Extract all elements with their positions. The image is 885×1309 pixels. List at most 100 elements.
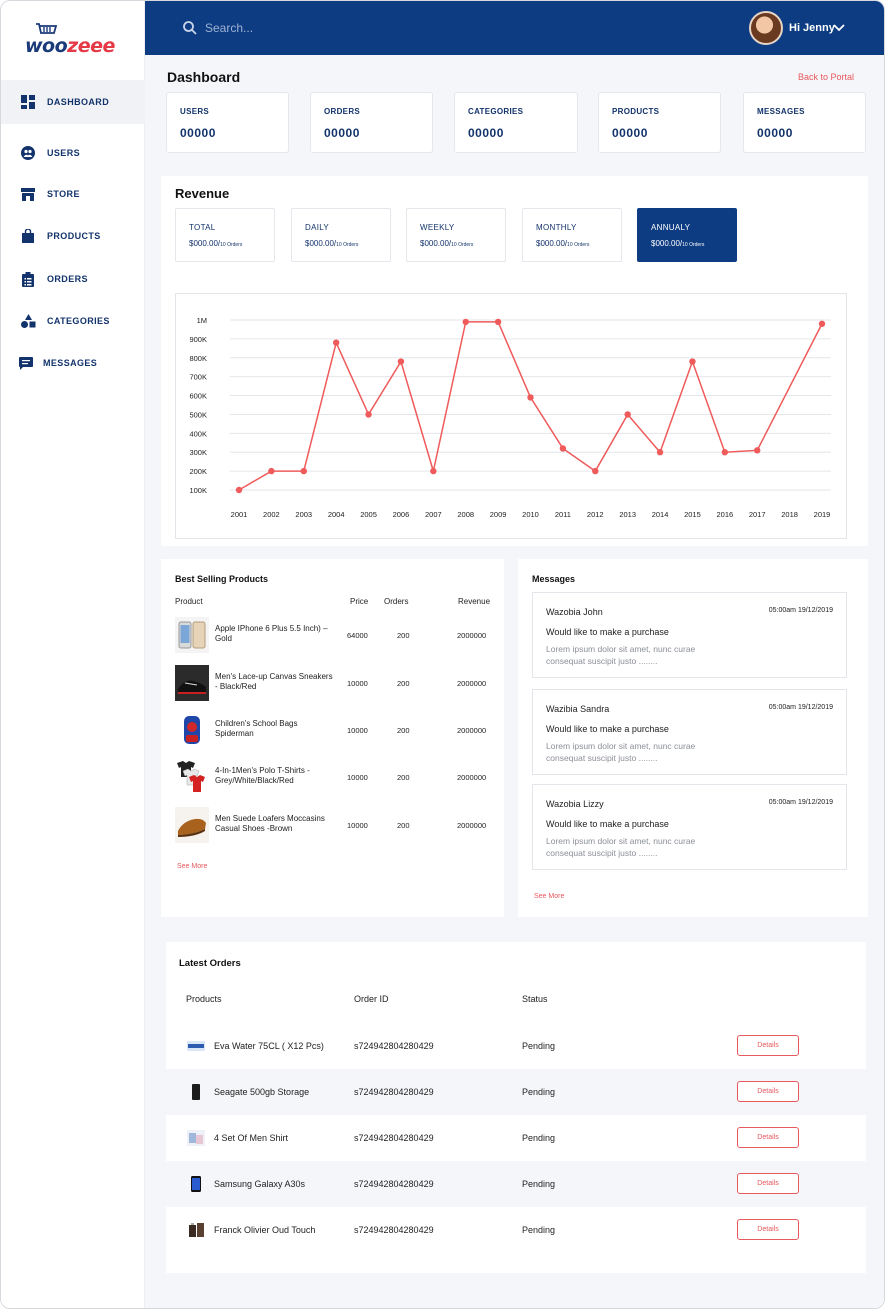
table-row[interactable]: Eva Water 75CL ( X12 Pcs) s7249428042804… [166, 1023, 866, 1069]
stat-label: CATEGORIES [468, 107, 524, 116]
message-preview: Lorem ipsum dolor sit amet, nunc curae c… [546, 741, 696, 763]
table-row[interactable]: 4 Set Of Men Shirt s724942804280429 Pend… [166, 1115, 866, 1161]
user-greeting[interactable]: Hi Jenny [789, 22, 835, 34]
chevron-down-icon[interactable] [833, 23, 845, 33]
table-row[interactable]: Franck Olivier Oud Touch s72494280428042… [166, 1207, 866, 1253]
details-button[interactable]: Details [737, 1173, 799, 1194]
x-tick-label: 2011 [555, 510, 571, 519]
stat-value: 00000 [757, 126, 793, 140]
message-card[interactable]: Wazobia John 05:00am 19/12/2019 Would li… [532, 592, 847, 678]
product-price: 10000 [347, 773, 368, 782]
x-tick-label: 2010 [522, 510, 539, 519]
data-point[interactable] [624, 411, 631, 418]
message-card[interactable]: Wazobia Lizzy 05:00am 19/12/2019 Would l… [532, 784, 847, 870]
x-tick-label: 2019 [814, 510, 831, 519]
table-row[interactable]: Men Suede Loafers Moccasins Casual Shoes… [161, 807, 504, 847]
brand-logo[interactable]: woozeee [23, 23, 119, 59]
stat-label: PRODUCTS [612, 107, 660, 116]
best-selling-panel: Best Selling Products Product Price Orde… [161, 559, 504, 917]
sidebar: woozeee DASHBOARD USERS STORE PRODUCTS [1, 1, 145, 1308]
details-button[interactable]: Details [737, 1219, 799, 1240]
data-point[interactable] [656, 449, 664, 456]
data-point[interactable] [397, 358, 405, 365]
revenue-amount: $000.00/ [420, 239, 452, 248]
revenue-tab-annualy[interactable]: ANNUALY $000.00/10 Orders [637, 208, 737, 262]
data-point[interactable] [365, 411, 372, 418]
sidebar-item-messages[interactable]: MESSAGES [1, 341, 145, 385]
stat-value: 00000 [324, 126, 360, 140]
data-point[interactable] [592, 467, 599, 475]
sidebar-item-label: MESSAGES [43, 358, 98, 368]
x-tick-label: 2006 [393, 510, 410, 519]
data-point[interactable] [300, 467, 307, 475]
drive-product-icon [192, 1084, 200, 1100]
data-point[interactable] [332, 339, 340, 346]
x-tick-label: 2014 [652, 510, 669, 519]
shirt-product-icon [187, 1130, 205, 1146]
data-point[interactable] [754, 447, 761, 454]
data-point[interactable] [721, 449, 729, 456]
details-button[interactable]: Details [737, 1127, 799, 1148]
see-more-messages-link[interactable]: See More [534, 893, 565, 900]
product-price: 10000 [347, 679, 368, 688]
order-id: s724942804280429 [354, 1133, 434, 1143]
y-tick-label: 700K [189, 373, 207, 382]
x-tick-label: 2018 [781, 510, 798, 519]
data-point[interactable] [268, 467, 275, 475]
table-row[interactable]: Samsung Galaxy A30s s724942804280429 Pen… [166, 1161, 866, 1207]
clipboard-icon [20, 271, 36, 287]
search-input[interactable] [205, 18, 425, 38]
avatar[interactable] [749, 11, 783, 45]
sidebar-item-orders[interactable]: ORDERS [1, 257, 145, 301]
sidebar-item-label: ORDERS [47, 274, 88, 284]
revenue-tab-monthly[interactable]: MONTHLY $000.00/10 Orders [522, 208, 622, 262]
sidebar-item-products[interactable]: PRODUCTS [1, 214, 145, 258]
tshirt-product-icon [175, 759, 209, 795]
sidebar-item-users[interactable]: USERS [1, 131, 145, 175]
table-row[interactable]: 4-In-1Men's Polo T-Shirts - Grey/White/B… [161, 759, 504, 799]
product-price: 10000 [347, 821, 368, 830]
revenue-tab-total[interactable]: TOTAL $000.00/10 Orders [175, 208, 275, 262]
revenue-tab-daily[interactable]: DAILY $000.00/10 Orders [291, 208, 391, 262]
data-point[interactable] [235, 486, 243, 494]
stat-value: 00000 [612, 126, 648, 140]
brand-name-part1: woo [25, 35, 68, 57]
data-point[interactable] [430, 467, 437, 475]
data-point[interactable] [527, 394, 534, 401]
revenue-tab-weekly[interactable]: WEEKLY $000.00/10 Orders [406, 208, 506, 262]
message-preview: Lorem ipsum dolor sit amet, nunc curae c… [546, 644, 696, 666]
details-button[interactable]: Details [737, 1035, 799, 1056]
order-status: Pending [522, 1041, 556, 1051]
table-row[interactable]: Children's School Bags Spiderman 10000 2… [161, 712, 504, 752]
latest-orders-panel: Latest Orders Products Order ID Status E… [166, 942, 866, 1273]
bag-icon [20, 228, 36, 244]
column-header-orders: Orders [384, 597, 409, 606]
data-point[interactable] [689, 358, 696, 365]
table-row[interactable]: Men's Lace-up Canvas Sneakers - Black/Re… [161, 665, 504, 705]
series-line [238, 321, 823, 491]
sidebar-item-store[interactable]: STORE [1, 172, 145, 216]
message-card[interactable]: Wazibia Sandra 05:00am 19/12/2019 Would … [532, 689, 847, 775]
sidebar-item-dashboard[interactable]: DASHBOARD [1, 80, 145, 124]
table-row[interactable]: Seagate 500gb Storage s724942804280429 P… [166, 1069, 866, 1115]
back-to-portal-link[interactable]: Back to Portal [798, 72, 855, 82]
data-point[interactable] [462, 318, 469, 326]
product-price: 10000 [347, 726, 368, 735]
search-icon[interactable] [182, 20, 198, 36]
product-price: 64000 [347, 631, 368, 640]
table-row[interactable]: Apple IPhone 6 Plus 5.5 Inch) – Gold 640… [161, 617, 504, 657]
stat-label: MESSAGES [757, 107, 805, 116]
data-point[interactable] [818, 320, 826, 327]
stat-card-users: USERS 00000 [166, 92, 289, 153]
sidebar-item-label: USERS [47, 148, 81, 158]
details-button[interactable]: Details [737, 1081, 799, 1102]
see-more-products-link[interactable]: See More [177, 863, 208, 870]
revenue-tab-label: DAILY [305, 223, 330, 232]
main-content: Dashboard Back to Portal USERS 00000 ORD… [145, 55, 884, 1308]
data-point[interactable] [494, 318, 502, 326]
smartphone-product-icon [191, 1176, 201, 1192]
x-tick-label: 2001 [231, 510, 248, 519]
data-point[interactable] [559, 445, 567, 452]
sidebar-item-categories[interactable]: CATEGORIES [1, 299, 145, 343]
cart-logo-icon [36, 23, 57, 34]
